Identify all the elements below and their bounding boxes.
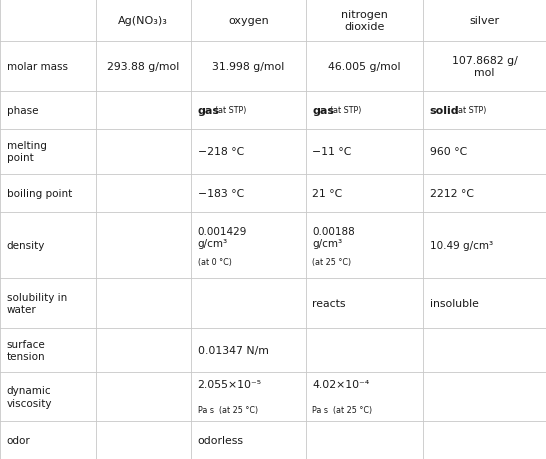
Text: odorless: odorless (198, 435, 244, 445)
Text: surface
tension: surface tension (7, 339, 45, 361)
Text: 0.00188
g/cm³: 0.00188 g/cm³ (312, 227, 355, 249)
Text: −218 °C: −218 °C (198, 147, 244, 157)
Text: (at 25 °C): (at 25 °C) (312, 257, 352, 267)
Text: 0.001429
g/cm³: 0.001429 g/cm³ (198, 227, 247, 249)
Text: (at STP): (at STP) (455, 106, 486, 115)
Text: (at 0 °C): (at 0 °C) (198, 257, 232, 267)
Text: (at STP): (at STP) (215, 106, 247, 115)
Text: density: density (7, 241, 45, 250)
Text: oxygen: oxygen (228, 16, 269, 26)
Text: 10.49 g/cm³: 10.49 g/cm³ (430, 241, 493, 250)
Text: nitrogen
dioxide: nitrogen dioxide (341, 10, 388, 32)
Text: 2212 °C: 2212 °C (430, 188, 474, 198)
Text: melting
point: melting point (7, 141, 46, 163)
Text: dynamic
viscosity: dynamic viscosity (7, 386, 52, 408)
Text: −11 °C: −11 °C (312, 147, 352, 157)
Text: 0.01347 N/m: 0.01347 N/m (198, 345, 269, 355)
Text: −183 °C: −183 °C (198, 188, 244, 198)
Text: solid: solid (430, 106, 459, 116)
Text: molar mass: molar mass (7, 62, 68, 72)
Text: odor: odor (7, 435, 30, 445)
Text: solubility in
water: solubility in water (7, 292, 67, 314)
Text: Pa s  (at 25 °C): Pa s (at 25 °C) (198, 405, 258, 414)
Text: Ag(NO₃)₃: Ag(NO₃)₃ (118, 16, 168, 26)
Text: boiling point: boiling point (7, 188, 72, 198)
Text: 107.8682 g/
mol: 107.8682 g/ mol (452, 56, 518, 78)
Text: 293.88 g/mol: 293.88 g/mol (107, 62, 180, 72)
Text: 31.998 g/mol: 31.998 g/mol (212, 62, 284, 72)
Text: 46.005 g/mol: 46.005 g/mol (328, 62, 401, 72)
Text: (at STP): (at STP) (330, 106, 361, 115)
Text: reacts: reacts (312, 298, 346, 308)
Text: 4.02×10⁻⁴: 4.02×10⁻⁴ (312, 379, 370, 389)
Text: insoluble: insoluble (430, 298, 479, 308)
Text: gas: gas (198, 106, 219, 116)
Text: phase: phase (7, 106, 38, 116)
Text: silver: silver (470, 16, 500, 26)
Text: 21 °C: 21 °C (312, 188, 342, 198)
Text: Pa s  (at 25 °C): Pa s (at 25 °C) (312, 405, 372, 414)
Text: 960 °C: 960 °C (430, 147, 467, 157)
Text: 2.055×10⁻⁵: 2.055×10⁻⁵ (198, 379, 262, 389)
Text: gas: gas (312, 106, 334, 116)
